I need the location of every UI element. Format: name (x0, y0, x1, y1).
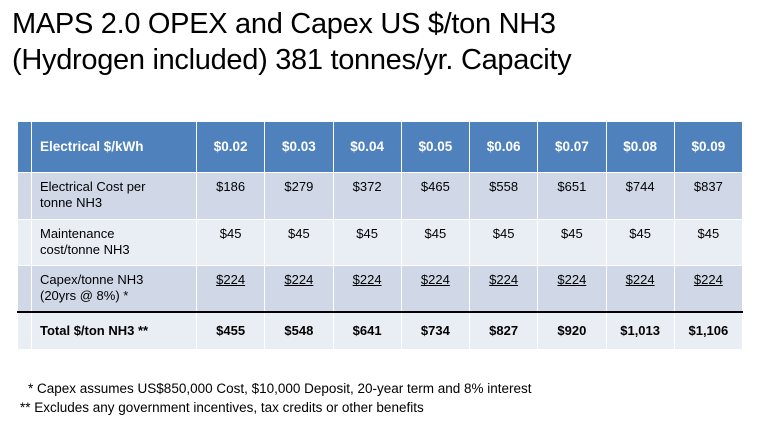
table-cell: $224 (195, 265, 266, 312)
row-stub (17, 219, 32, 266)
row-stub (17, 121, 32, 173)
table-cell: $548 (264, 310, 334, 350)
table-cell: $558 (468, 172, 539, 220)
row-label: Maintenance cost/tonne NH3 (31, 219, 197, 266)
header-cell: $0.04 (332, 121, 402, 173)
title-line-1: MAPS 2.0 OPEX and Capex US $/ton NH3 (12, 8, 556, 40)
table-cell: $1,106 (673, 310, 744, 350)
footnote-incentives: ** Excludes any government incentives, t… (20, 400, 424, 415)
row-label-line: tonne NH3 (40, 195, 103, 210)
table-cell: $279 (264, 172, 334, 220)
table-cell: $224 (332, 265, 402, 312)
table-cell: $224 (605, 265, 675, 312)
table-row-electrical-cost: Electrical Cost per tonne NH3 $186 $279 … (17, 172, 744, 220)
table-row-capex: Capex/tonne NH3 (20yrs @ 8%) * $224 $224… (17, 265, 744, 312)
table-row-total: Total $/ton NH3 ** $455 $548 $641 $734 $… (17, 310, 744, 350)
table-cell: $224 (673, 265, 744, 312)
header-cell: $0.06 (468, 121, 539, 173)
table-cell: $465 (400, 172, 471, 220)
header-cell: $0.07 (537, 121, 607, 173)
row-stub (17, 172, 32, 220)
header-cell: $0.05 (400, 121, 471, 173)
table-cell: $45 (537, 219, 607, 266)
table-cell: $827 (468, 310, 539, 350)
table-cell: $224 (264, 265, 334, 312)
table-cell: $372 (332, 172, 402, 220)
table-cell: $455 (195, 310, 266, 350)
header-cell: $0.08 (605, 121, 675, 173)
header-cell: $0.02 (195, 121, 266, 173)
table-cell: $651 (537, 172, 607, 220)
header-cell: $0.09 (673, 121, 744, 173)
slide-title: MAPS 2.0 OPEX and Capex US $/ton NH3 (Hy… (12, 6, 760, 78)
table-cell: $744 (605, 172, 675, 220)
table-cell: $45 (264, 219, 334, 266)
row-stub (17, 310, 32, 350)
header-cell: $0.03 (264, 121, 334, 173)
table-cell: $734 (400, 310, 471, 350)
table-cell: $837 (673, 172, 744, 220)
table-header-row: Electrical $/kWh $0.02 $0.03 $0.04 $0.05… (17, 121, 744, 173)
table-cell: $641 (332, 310, 402, 350)
row-label-line: cost/tonne NH3 (40, 242, 130, 257)
footnotes: * Capex assumes US$850,000 Cost, $10,000… (20, 379, 532, 417)
table-cell: $45 (400, 219, 471, 266)
table-cell: $920 (537, 310, 607, 350)
row-label: Total $/ton NH3 ** (31, 310, 197, 350)
row-label-line: Electrical Cost per (40, 179, 146, 194)
table-row-maintenance: Maintenance cost/tonne NH3 $45 $45 $45 $… (17, 219, 744, 266)
row-label-line: Capex/tonne NH3 (40, 272, 144, 287)
row-stub (17, 265, 32, 312)
table-cell: $45 (673, 219, 744, 266)
title-line-2: (Hydrogen included) 381 tonnes/yr. Capac… (12, 44, 572, 76)
header-label: Electrical $/kWh (31, 121, 197, 173)
footnote-capex: * Capex assumes US$850,000 Cost, $10,000… (28, 381, 532, 396)
row-label: Capex/tonne NH3 (20yrs @ 8%) * (31, 265, 197, 312)
row-label: Electrical Cost per tonne NH3 (31, 172, 197, 220)
table-cell: $224 (400, 265, 471, 312)
table-cell: $224 (537, 265, 607, 312)
table-cell: $186 (195, 172, 266, 220)
table-cell: $45 (332, 219, 402, 266)
row-label-line: (20yrs @ 8%) * (40, 288, 129, 303)
cost-table: Electrical $/kWh $0.02 $0.03 $0.04 $0.05… (17, 121, 744, 350)
table-cell: $45 (195, 219, 266, 266)
table-cell: $1,013 (605, 310, 675, 350)
table-cell: $45 (468, 219, 539, 266)
table-cell: $224 (468, 265, 539, 312)
row-label-line: Maintenance (40, 226, 115, 241)
table-cell: $45 (605, 219, 675, 266)
